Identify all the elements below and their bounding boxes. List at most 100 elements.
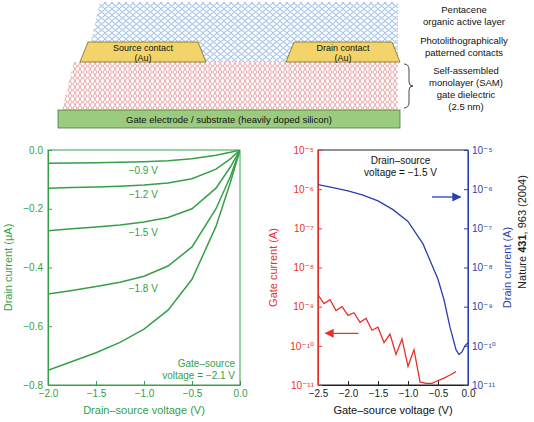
tick-label: 10⁻⁵	[472, 145, 493, 156]
annotation: Drain–sourcevoltage = −1.5 V	[364, 155, 437, 178]
tick-label: −1.5	[87, 388, 107, 399]
tick-label: −0.4	[23, 262, 43, 273]
tick: 0.0	[234, 381, 248, 399]
tick-mark	[464, 189, 468, 190]
contact-label: (Au)	[134, 53, 151, 63]
tick: 10⁻¹⁰	[290, 341, 322, 352]
tick: 10⁻⁸	[293, 262, 322, 273]
tick-mark	[408, 381, 409, 385]
y2-axis: 10⁻¹¹ 10⁻¹⁰ 10⁻⁹ 10⁻⁸ 10⁻⁷ 10⁻⁶ 10⁻⁵	[464, 145, 496, 391]
series-label: Gate–sourcevoltage = −2.1 V	[162, 358, 235, 381]
tick-label: −0.8	[23, 380, 43, 391]
data-line	[48, 150, 240, 370]
tick-mark	[348, 381, 349, 385]
tick-label: −1.0	[135, 388, 155, 399]
tick: 10⁻¹¹	[464, 380, 496, 391]
tick-mark	[318, 385, 322, 386]
tick: 10⁻¹⁰	[464, 341, 496, 352]
series-label: −0.9 V	[129, 165, 159, 176]
tick: 10⁻⁶	[464, 184, 493, 195]
tick: 10⁻⁸	[464, 262, 493, 273]
layer-label: Pentacene	[441, 4, 486, 15]
series-label: −1.5 V	[129, 227, 159, 238]
axis-line	[49, 385, 241, 386]
tick-label: 10⁻¹⁰	[290, 341, 314, 352]
data-line	[318, 295, 456, 384]
tick-label: −2.0	[339, 388, 359, 399]
data-line	[48, 150, 240, 294]
tick-mark	[318, 189, 322, 190]
tick-mark	[464, 307, 468, 308]
contact-label: Drain contact	[316, 43, 370, 53]
tick-label: 10⁻⁹	[472, 301, 493, 312]
tick-label: 10⁻⁸	[293, 262, 314, 273]
tick: −1.5	[369, 381, 389, 399]
schematic: Source contact(Au)Drain contact(Au)Gate …	[58, 2, 508, 128]
tick: −0.5	[183, 381, 203, 399]
citation-journal: Nature	[516, 253, 528, 289]
tick-mark	[96, 381, 97, 385]
x-axis-title: Gate–source voltage (V)	[333, 404, 452, 416]
tick: 10⁻⁹	[293, 301, 322, 312]
contact-label: Source contact	[113, 43, 174, 53]
data-line	[48, 150, 240, 188]
tick-mark	[48, 268, 52, 269]
tick: 10⁻⁷	[464, 223, 492, 234]
layer-label: organic active layer	[423, 16, 505, 27]
chart-transfer: −2.5−2.0−1.5−1.0−0.50.010⁻¹¹10⁻¹⁰10⁻⁹10⁻…	[267, 145, 513, 416]
tick-label: 10⁻¹¹	[291, 380, 315, 391]
tick-mark	[318, 346, 322, 347]
tick-mark	[192, 381, 193, 385]
tick-label: 10⁻⁶	[472, 184, 493, 195]
plot-frame	[48, 150, 240, 385]
tick: −0.8	[23, 380, 52, 391]
tick-mark	[464, 228, 468, 229]
series-label: −1.8 V	[129, 283, 159, 294]
x-axis-title: Drain–source voltage (V)	[83, 404, 205, 416]
y2-axis-title: Drain current (A)	[501, 227, 513, 308]
arrow-gate	[326, 333, 359, 334]
layer-label: Photolithographically	[420, 35, 508, 46]
tick-label: 10⁻¹⁰	[472, 341, 496, 352]
tick-label: −0.6	[23, 321, 43, 332]
axis-line	[319, 385, 469, 386]
tick: 10⁻⁵	[464, 145, 493, 156]
y-axis: −0.8 −0.6 −0.4 −0.2 0.0	[23, 145, 52, 391]
tick: 10⁻⁵	[293, 145, 322, 156]
layer-label: patterned contacts	[425, 47, 503, 58]
layer-label: Self-assembled	[433, 65, 498, 76]
x-axis: −2.5−2.0−1.5−1.0−0.50.0	[309, 381, 476, 399]
tick-label: −0.5	[429, 388, 449, 399]
tick-mark	[464, 150, 468, 151]
tick-label: −0.2	[23, 203, 43, 214]
citation: Nature 431, 963 (2004)	[516, 175, 528, 289]
data-line	[48, 150, 240, 163]
tick-label: 10⁻⁶	[293, 184, 314, 195]
contact-label: (Au)	[334, 53, 351, 63]
layer-label: monolayer (SAM)	[429, 77, 503, 88]
tick-label: −1.5	[369, 388, 389, 399]
tick: 0.0	[29, 145, 52, 156]
lines	[318, 185, 468, 384]
drain-contact	[286, 42, 400, 62]
tick-mark	[144, 381, 145, 385]
gate-electrode	[58, 110, 400, 128]
tick-mark	[464, 268, 468, 269]
tick-label: 10⁻¹¹	[472, 380, 496, 391]
series-label: −1.2 V	[129, 189, 159, 200]
x-axis: −2.0−1.5−1.0−0.50.0	[39, 381, 248, 399]
figure: Source contact(Au)Drain contact(Au)Gate …	[0, 0, 534, 422]
chart-drain-output: −2.0−1.5−1.0−0.50.0−0.8−0.6−0.4−0.20.0−0…	[2, 145, 248, 416]
source-contact	[80, 42, 206, 62]
layer-label: (2.5 nm)	[448, 101, 483, 112]
citation-volume: 431	[516, 234, 528, 252]
tick-mark	[318, 268, 322, 269]
tick-label: 0.0	[234, 388, 248, 399]
tick-label: 10⁻⁷	[472, 223, 492, 234]
brace	[404, 64, 413, 108]
tick: −0.4	[23, 262, 52, 273]
tick: −2.0	[339, 381, 359, 399]
tick-mark	[48, 385, 52, 386]
tick-label: −1.0	[399, 388, 419, 399]
lines	[48, 150, 240, 370]
